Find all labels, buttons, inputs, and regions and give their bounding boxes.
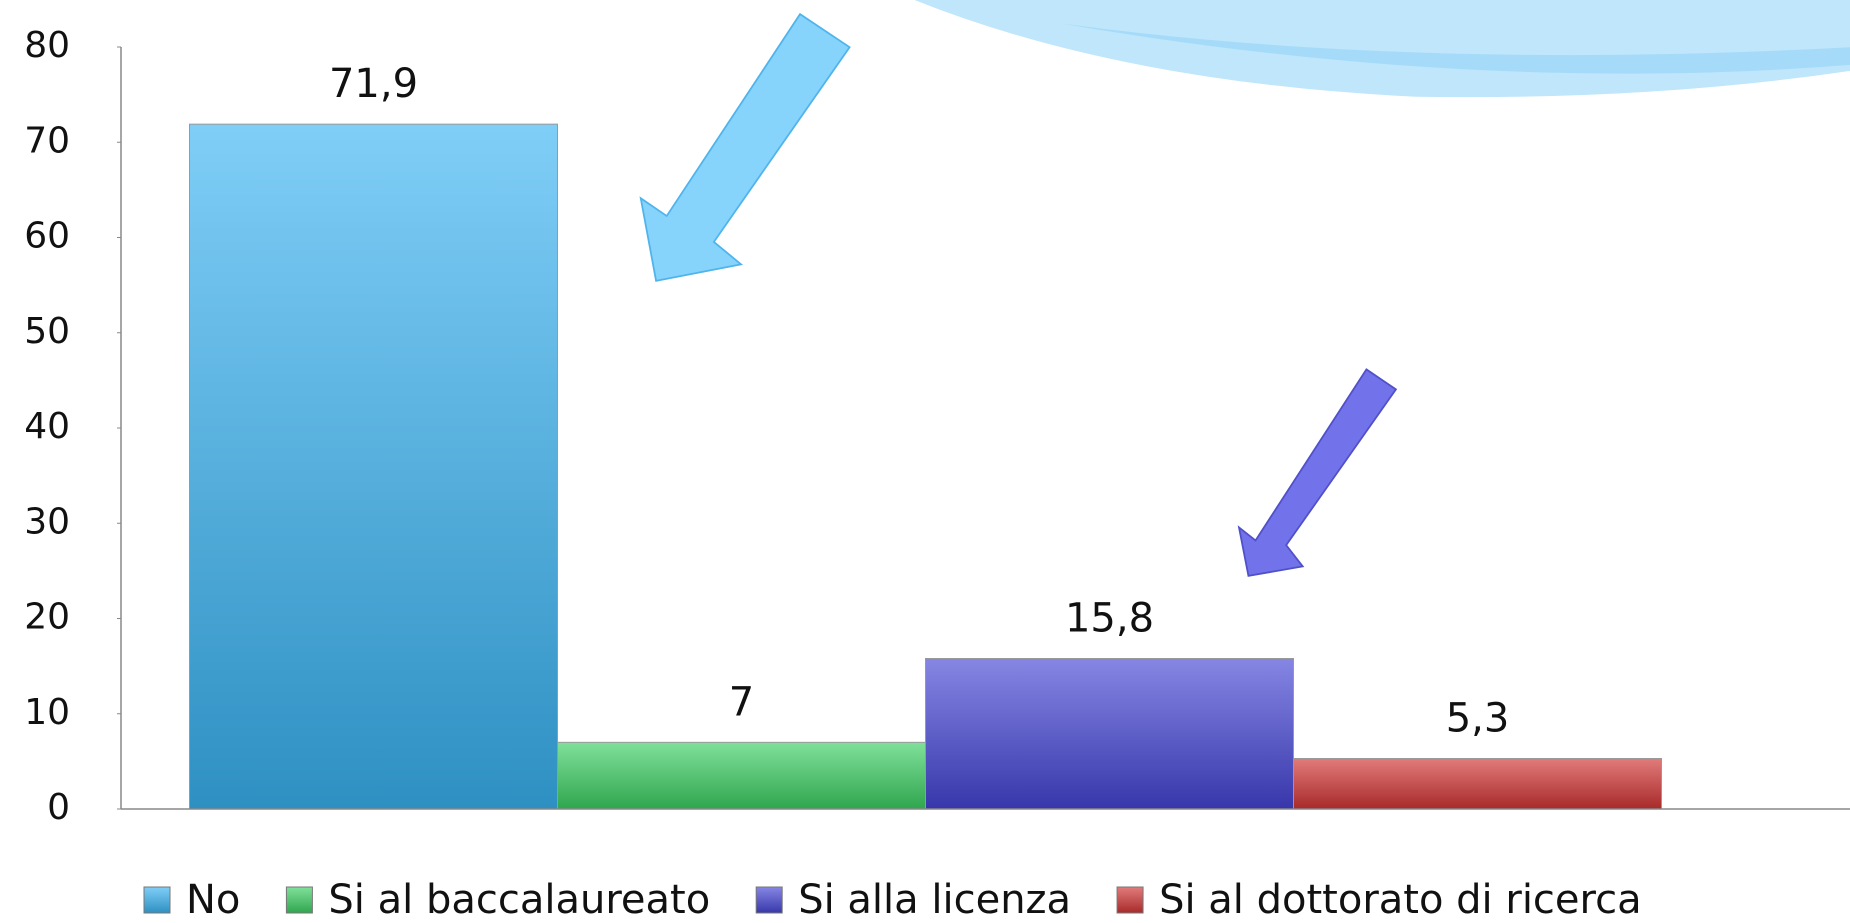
y-tick-label: 30 xyxy=(24,501,70,542)
y-tick-label: 10 xyxy=(24,692,70,733)
y-tick-label: 0 xyxy=(47,787,70,828)
arrow xyxy=(1239,369,1396,576)
page: {"chart_data": {"type": "bar", "categori… xyxy=(0,0,1850,923)
y-tick-label: 40 xyxy=(24,406,70,447)
chart: 0 10 20 30 40 50 60 70 80 71,9 7 15,8 5,3 No Si al bac… xyxy=(0,0,1850,923)
value-label: 71,9 xyxy=(329,61,418,107)
value-label: 5,3 xyxy=(1446,696,1510,742)
y-tick-label: 60 xyxy=(24,216,70,257)
value-label: 15,8 xyxy=(1065,596,1154,642)
y-tick-label: 80 xyxy=(24,25,70,66)
y-tick-label: 50 xyxy=(24,311,70,352)
bar xyxy=(1294,759,1662,809)
legend-label: No xyxy=(186,877,240,923)
legend-swatch xyxy=(1117,887,1143,913)
value-label: 7 xyxy=(729,679,754,725)
legend-label: Si alla licenza xyxy=(798,877,1071,923)
y-tick-label: 70 xyxy=(24,120,70,161)
bar xyxy=(190,124,558,809)
legend-label: Si al baccalaureato xyxy=(328,877,710,923)
wave xyxy=(915,0,1850,97)
legend-label: Si al dottorato di ricerca xyxy=(1159,877,1642,923)
legend-swatch xyxy=(756,887,782,913)
legend-swatch xyxy=(144,887,170,913)
bar xyxy=(558,742,926,809)
y-tick-label: 20 xyxy=(24,597,70,638)
legend-swatch xyxy=(286,887,312,913)
bar xyxy=(926,659,1294,809)
decorations xyxy=(641,0,1850,576)
arrow xyxy=(641,14,850,281)
